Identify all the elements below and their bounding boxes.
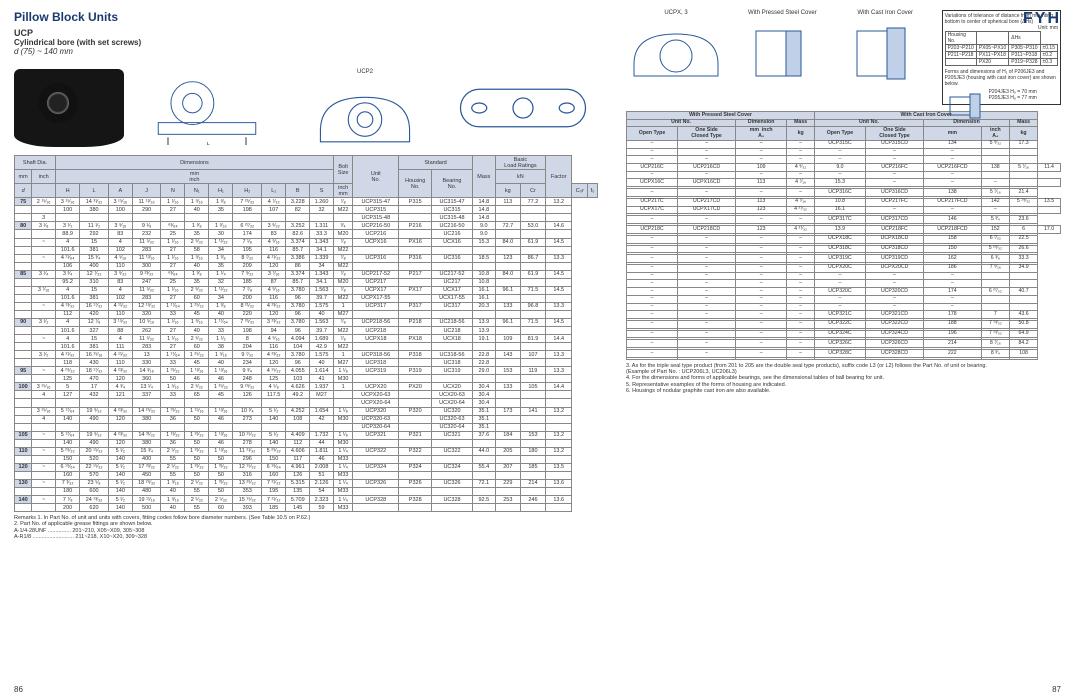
- product-photo: [14, 69, 124, 147]
- diagrams-row: L UCP2: [14, 62, 598, 147]
- top-view-diagram: [448, 69, 598, 147]
- cast-cover-diagram: With Cast Iron Cover: [839, 10, 932, 105]
- page-number-left: 86: [14, 685, 23, 694]
- brand-logo: FYH: [1023, 10, 1061, 28]
- page-number-right: 87: [1052, 685, 1061, 694]
- page-title: Pillow Block Units: [14, 10, 598, 24]
- remarks-left: Remarks 1. In Part No. of unit and units…: [14, 515, 598, 540]
- desc: Cylindrical bore (with set screws): [14, 38, 598, 47]
- top-diagrams: UCPX, 3 With Pressed Steel Cover With Ca…: [626, 10, 1061, 105]
- range: d (75) ~ 140 mm: [14, 47, 598, 56]
- remarks-right: 3. As for the triple seal type product (…: [626, 363, 1061, 395]
- svg-text:L: L: [207, 141, 210, 147]
- front-view-diagram: UCP2: [290, 69, 440, 147]
- spec-table-left: Shaft Dia.DimensionsBoltSizeUnitNo.Stand…: [14, 155, 598, 512]
- series: UCP: [14, 28, 598, 38]
- side-view-diagram: L: [132, 69, 282, 147]
- ucpx3-diagram: UCPX, 3: [626, 10, 726, 105]
- pressed-cover-diagram: With Pressed Steel Cover: [736, 10, 829, 105]
- spec-table-right: With Pressed Steel CoverWith Cast Iron C…: [626, 111, 1061, 360]
- left-page: Pillow Block Units UCP Cylindrical bore …: [0, 0, 612, 700]
- right-page: FYH UCPX, 3 With Pressed Steel Cover Wit…: [612, 0, 1075, 700]
